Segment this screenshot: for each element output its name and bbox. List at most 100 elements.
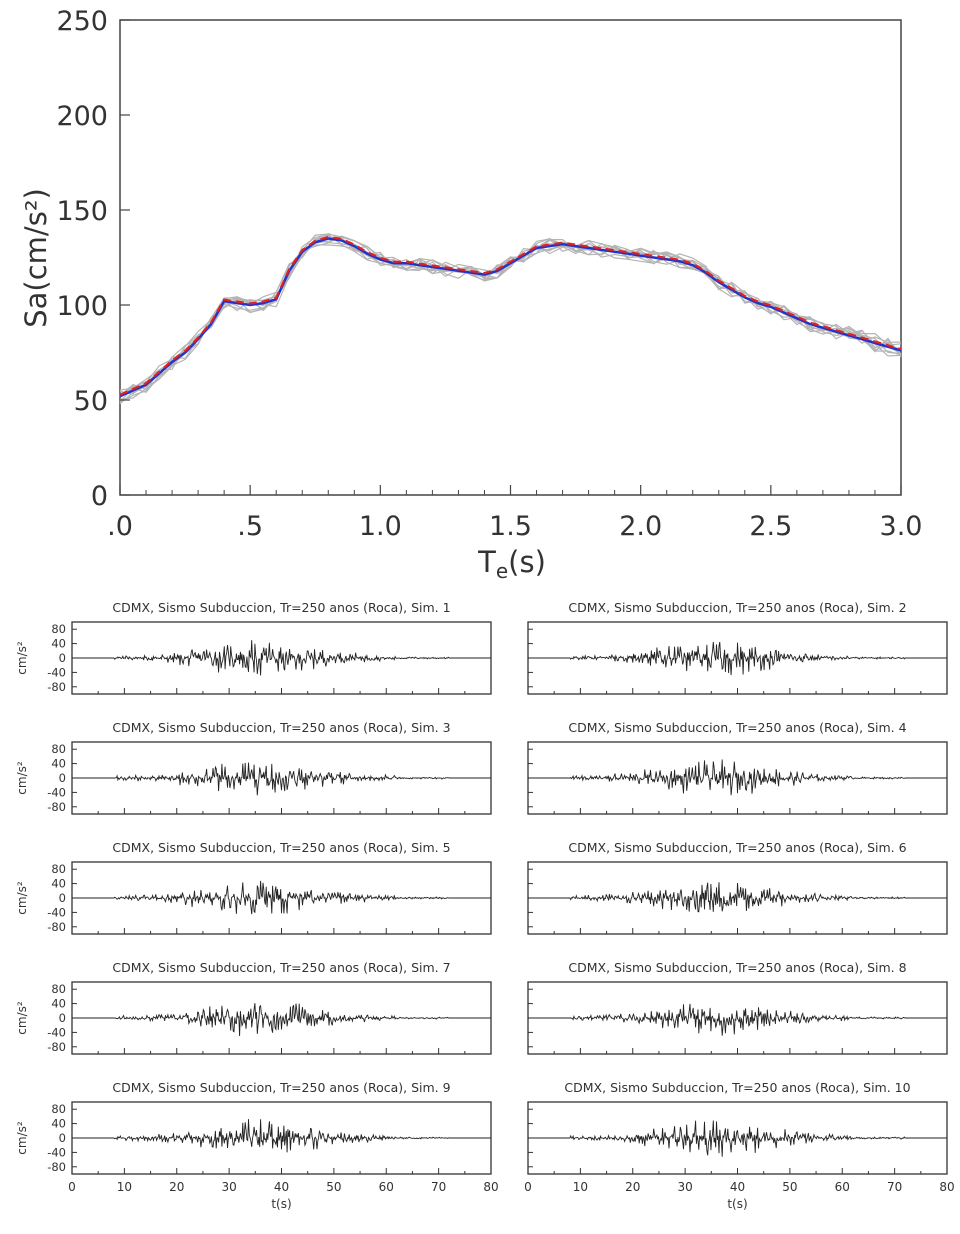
accelerogram-trace: [528, 1003, 947, 1036]
x-tick-label: 1.5: [489, 511, 532, 542]
x-axis-ticks: .0 .5 1.0 1.5 2.0 2.5 3.0: [107, 485, 922, 542]
x-tick-label: 2.0: [619, 511, 662, 542]
panel-title: CDMX, Sismo Subduccion, Tr=250 anos (Roc…: [568, 960, 906, 975]
panel-y-tick-label: -80: [47, 920, 66, 934]
accelerogram-trace: [72, 1119, 491, 1153]
x-tick-label: 3.0: [880, 511, 923, 542]
panel-title: CDMX, Sismo Subduccion, Tr=250 anos (Roc…: [112, 1080, 450, 1095]
panel-y-tick-label: -40: [47, 1025, 66, 1039]
accelerogram-panel: CDMX, Sismo Subduccion, Tr=250 anos (Roc…: [527, 720, 948, 815]
panel-x-tick-label: 0: [68, 1180, 76, 1194]
panel-x-tick-label: 70: [887, 1180, 902, 1194]
panel-x-tick-label: 40: [730, 1180, 745, 1194]
panel-y-tick-label: 40: [51, 877, 66, 891]
x-tick-label: .0: [107, 511, 133, 542]
panel-y-tick-label: -40: [47, 785, 66, 799]
accelerogram-trace: [72, 762, 491, 796]
target-spectrum-line: [119, 235, 902, 396]
panel-title: CDMX, Sismo Subduccion, Tr=250 anos (Roc…: [568, 840, 906, 855]
y-tick-label: 250: [56, 6, 108, 37]
panel-y-tick-label: 0: [59, 651, 66, 665]
x-tick-label: 2.5: [749, 511, 792, 542]
accelerogram-trace: [528, 759, 947, 796]
panel-y-tick-label: 40: [51, 997, 66, 1011]
panel-title: CDMX, Sismo Subduccion, Tr=250 anos (Roc…: [112, 960, 450, 975]
accelerogram-panel: CDMX, Sismo Subduccion, Tr=250 anos (Roc…: [15, 840, 492, 935]
panel-x-axis-label: t(s): [727, 1197, 747, 1211]
accelerogram-trace: [72, 1003, 491, 1037]
panel-y-tick-label: 80: [51, 622, 66, 636]
panel-y-tick-label: 80: [51, 742, 66, 756]
panel-title: CDMX, Sismo Subduccion, Tr=250 anos (Roc…: [112, 840, 450, 855]
panel-x-axis-label: t(s): [271, 1197, 291, 1211]
individual-spectrum-line: [119, 238, 902, 391]
panel-y-axis-label: cm/s²: [15, 641, 29, 675]
panel-y-axis-label: cm/s²: [15, 761, 29, 795]
accelerogram-trace: [528, 1120, 947, 1157]
panel-x-tick-label: 10: [573, 1180, 588, 1194]
panel-x-tick-label: 40: [274, 1180, 289, 1194]
panel-x-tick-label: 20: [625, 1180, 640, 1194]
panel-title: CDMX, Sismo Subduccion, Tr=250 anos (Roc…: [568, 720, 906, 735]
x-axis-label: Te(s): [477, 545, 546, 583]
mean-spectrum-line: [119, 237, 902, 398]
accelerogram-trace: [528, 882, 947, 913]
panel-y-tick-label: -40: [47, 905, 66, 919]
panel-y-tick-label: 0: [59, 1011, 66, 1025]
panel-title: CDMX, Sismo Subduccion, Tr=250 anos (Roc…: [568, 600, 906, 615]
panel-x-tick-label: 30: [677, 1180, 692, 1194]
panel-frame: [71, 741, 492, 815]
panel-y-tick-label: 40: [51, 637, 66, 651]
panel-title: CDMX, Sismo Subduccion, Tr=250 anos (Roc…: [564, 1080, 910, 1095]
panel-x-tick-label: 50: [782, 1180, 797, 1194]
accelerogram-trace: [72, 880, 491, 915]
accelerogram-panel: CDMX, Sismo Subduccion, Tr=250 anos (Roc…: [524, 1080, 954, 1211]
y-tick-label: 0: [91, 481, 108, 512]
panel-y-tick-label: -40: [47, 1145, 66, 1159]
panel-y-tick-label: -80: [47, 800, 66, 814]
accelerogram-trace: [72, 640, 491, 676]
x-axis-label-main: T: [477, 545, 496, 579]
accelerogram-panel: CDMX, Sismo Subduccion, Tr=250 anos (Roc…: [15, 720, 492, 815]
panel-x-tick-label: 10: [117, 1180, 132, 1194]
accelerogram-panel: CDMX, Sismo Subduccion, Tr=250 anos (Roc…: [527, 960, 948, 1055]
y-tick-label: 200: [56, 101, 108, 132]
panel-y-axis-label: cm/s²: [15, 1001, 29, 1035]
y-tick-label: 100: [56, 291, 108, 322]
panel-x-tick-label: 30: [221, 1180, 236, 1194]
accelerogram-panel: CDMX, Sismo Subduccion, Tr=250 anos (Roc…: [527, 600, 948, 695]
panel-y-tick-label: 80: [51, 982, 66, 996]
response-spectrum-chart: .0 .5 1.0 1.5 2.0 2.5 3.0 0 50 100 150 200 250 Sa(c…: [19, 6, 922, 583]
accelerogram-panel: CDMX, Sismo Subduccion, Tr=250 anos (Roc…: [15, 960, 492, 1055]
panel-x-tick-label: 20: [169, 1180, 184, 1194]
panel-x-tick-label: 0: [524, 1180, 532, 1194]
panel-x-tick-label: 50: [326, 1180, 341, 1194]
panel-y-tick-label: -80: [47, 1160, 66, 1174]
panel-y-tick-label: 40: [51, 757, 66, 771]
accelerogram-panels: CDMX, Sismo Subduccion, Tr=250 anos (Roc…: [15, 600, 955, 1211]
panel-y-tick-label: 0: [59, 891, 66, 905]
individual-spectrum-line: [119, 241, 902, 405]
x-tick-label: 1.0: [359, 511, 402, 542]
panel-title: CDMX, Sismo Subduccion, Tr=250 anos (Roc…: [112, 600, 450, 615]
panel-x-tick-label: 60: [835, 1180, 850, 1194]
panel-y-tick-label: 0: [59, 771, 66, 785]
panel-y-tick-label: 40: [51, 1117, 66, 1131]
panel-y-tick-label: -80: [47, 680, 66, 694]
panel-title: CDMX, Sismo Subduccion, Tr=250 anos (Roc…: [112, 720, 450, 735]
panel-y-tick-label: -80: [47, 1040, 66, 1054]
x-axis-label-subscript: e: [496, 559, 508, 583]
accelerogram-panel: CDMX, Sismo Subduccion, Tr=250 anos (Roc…: [15, 1080, 499, 1211]
panel-y-tick-label: -40: [47, 665, 66, 679]
y-axis-label: Sa(cm/s²): [19, 188, 53, 328]
y-axis-ticks: 0 50 100 150 200 250: [56, 6, 130, 512]
panel-x-tick-label: 80: [939, 1180, 954, 1194]
accelerogram-panel: CDMX, Sismo Subduccion, Tr=250 anos (Roc…: [527, 840, 948, 935]
accelerogram-trace: [528, 641, 947, 676]
panel-y-tick-label: 80: [51, 862, 66, 876]
x-axis-label-tail: (s): [508, 545, 546, 579]
y-tick-label: 50: [74, 386, 108, 417]
panel-y-tick-label: 0: [59, 1131, 66, 1145]
accelerogram-panel: CDMX, Sismo Subduccion, Tr=250 anos (Roc…: [15, 600, 492, 695]
